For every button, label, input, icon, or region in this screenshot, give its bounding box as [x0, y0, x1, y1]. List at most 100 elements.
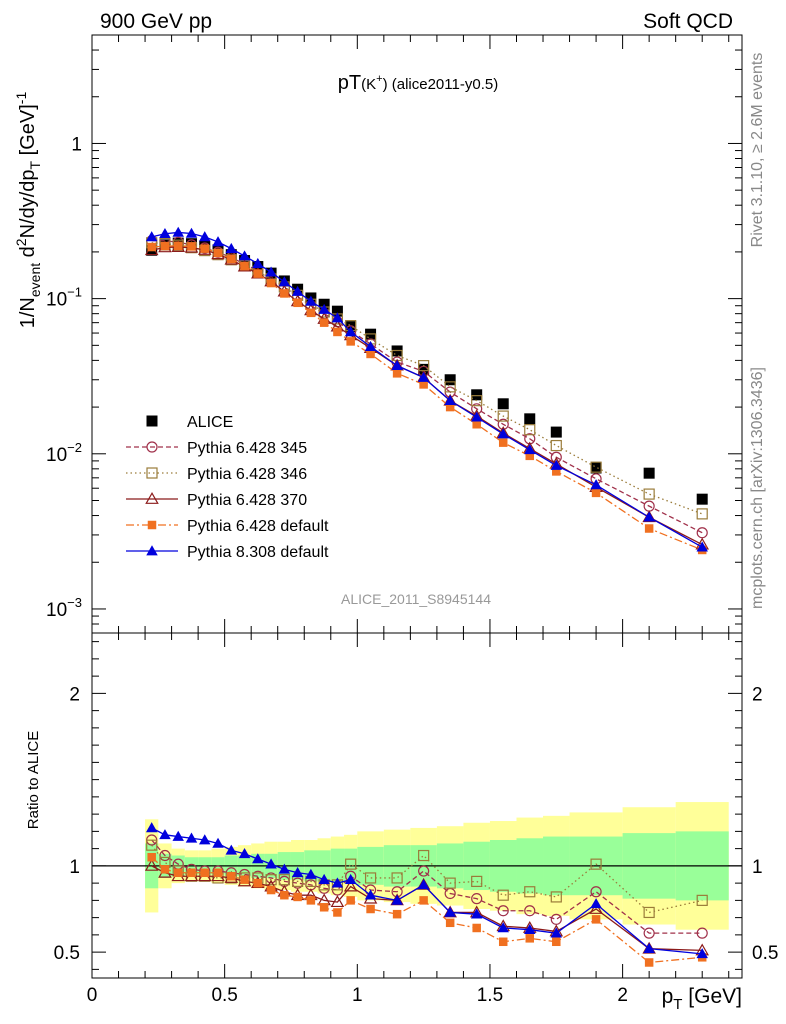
main-point: [145, 231, 158, 242]
ratio-point: [278, 863, 291, 874]
ratio-point: [200, 868, 210, 878]
main-point: [172, 226, 184, 237]
main-point: [471, 395, 483, 407]
ratio-point: [240, 875, 249, 884]
main-point: [524, 413, 536, 425]
main-point: [227, 254, 236, 264]
legend-marker: [146, 415, 158, 427]
main-point: [240, 261, 249, 271]
main-point: [225, 242, 238, 253]
ratio-point: [524, 905, 536, 917]
ratio-point: [147, 853, 156, 862]
main-y-tick-label: 10−1: [46, 285, 82, 311]
main-point: [280, 289, 289, 298]
main-point: [524, 444, 536, 455]
ratio-point: [418, 849, 430, 862]
ratio-point: [252, 853, 264, 864]
ratio-point: [696, 927, 708, 939]
main-point: [470, 411, 483, 422]
main-point: [643, 511, 655, 522]
main-point: [319, 318, 329, 327]
plot-title-charge: +: [376, 73, 382, 85]
ratio-point: [590, 858, 602, 870]
main-point: [238, 250, 251, 261]
ratio-point: [306, 896, 316, 905]
plot-title-species: K: [366, 76, 376, 93]
main-point: [471, 389, 483, 401]
ratio-point: [524, 886, 536, 898]
ratio-point: [444, 877, 456, 889]
main-point: [525, 451, 535, 461]
ratio-y-tick-label-left: 1: [69, 857, 80, 878]
main-ylabel: 1/Nevent d2N/dy/dpT [GeV]-1: [13, 92, 43, 329]
ratio-y-tick-label-left: 0.5: [54, 943, 80, 964]
main-point: [417, 371, 430, 382]
legend-label: Pythia 8.308 default: [187, 544, 329, 561]
main-point: [696, 508, 708, 520]
main-point: [160, 241, 170, 251]
ratio-point: [318, 873, 330, 884]
ratio-point: [331, 877, 344, 888]
ratio-point: [227, 871, 236, 881]
main-series-4: [147, 241, 707, 555]
main-point: [293, 298, 302, 308]
legend-label: ALICE: [187, 414, 233, 431]
ratio-point: [364, 872, 377, 884]
main-point: [550, 426, 562, 438]
plot-title-tag: (alice2011-y0.5): [392, 76, 498, 93]
legend-label: Pythia 6.428 345: [187, 440, 307, 457]
ratio-point: [696, 948, 708, 959]
ratio-point: [497, 922, 509, 933]
ratio-point: [145, 822, 158, 833]
plot-title: pT(K+) (alice2011-y0.5): [338, 72, 498, 94]
main-point: [213, 248, 223, 258]
legend-marker: [146, 545, 158, 556]
legend-label: Pythia 6.428 default: [187, 518, 329, 535]
main-y-tick-label: 10−3: [46, 595, 82, 621]
main-point: [333, 327, 342, 337]
main-point: [366, 349, 375, 359]
ratio-point: [343, 879, 358, 892]
ratio-point: [364, 889, 377, 900]
main-point: [331, 312, 344, 323]
main-point: [185, 227, 198, 238]
ratio-point: [524, 923, 536, 935]
main-point: [364, 340, 377, 352]
ratio-point: [445, 918, 455, 928]
main-point: [278, 276, 291, 287]
ratio-point: [497, 889, 509, 901]
ratio-point: [392, 909, 402, 919]
ratio-ylabel: Ratio to ALICE: [25, 731, 42, 829]
main-point: [444, 381, 456, 393]
ratio-point: [366, 904, 375, 914]
ratio-point: [418, 865, 430, 877]
ratio-point: [470, 908, 483, 919]
legend-label: Pythia 6.428 346: [187, 466, 307, 483]
rivet-label: Rivet 3.1.10, ≥ 2.6M events: [749, 53, 766, 248]
ratio-plot: 0 0.5 1 1.5 2 0.5 0.5 1 1 2 2 Ratio to ALICE pT [G…: [25, 632, 778, 1013]
ratio-point: [160, 865, 170, 874]
main-point: [391, 359, 403, 370]
main-point: [550, 439, 562, 452]
main-point: [346, 337, 355, 346]
header-right: Soft QCD: [643, 10, 733, 33]
ratio-point: [346, 896, 355, 905]
ratio-point: [159, 829, 171, 840]
main-point: [318, 303, 330, 314]
ratio-y-tick-label-left: 2: [69, 684, 80, 705]
ratio-point: [173, 868, 183, 878]
ratio-point: [266, 885, 276, 895]
ratio-point: [225, 844, 238, 855]
main-point: [550, 459, 563, 470]
ratio-point: [333, 908, 342, 917]
ratio-point: [643, 927, 655, 939]
main-point: [419, 380, 428, 389]
mcplots-label: mcplots.cern.ch [arXiv:1306.3436]: [749, 367, 766, 609]
ratio-series-4: [145, 822, 708, 959]
ratio-point: [146, 839, 158, 851]
ratio-point: [590, 898, 602, 909]
main-point: [472, 420, 481, 429]
main-point: [253, 269, 263, 278]
ratio-point: [696, 894, 708, 906]
ratio-point: [291, 867, 304, 878]
